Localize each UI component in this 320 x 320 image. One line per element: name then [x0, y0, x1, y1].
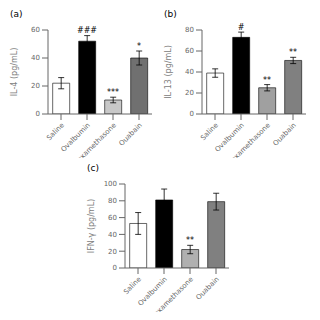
svg-text:**: **	[263, 76, 271, 85]
svg-text:**: **	[289, 48, 297, 57]
svg-text:**: **	[186, 236, 194, 245]
svg-text:IL-13 (pg/mL): IL-13 (pg/mL)	[164, 45, 173, 99]
svg-text:Ouabain: Ouabain	[195, 275, 221, 301]
svg-text:#: #	[238, 23, 245, 32]
svg-text:Ovalbumin: Ovalbumin	[136, 275, 169, 308]
svg-text:60: 60	[185, 47, 194, 55]
svg-text:Dexamethasone: Dexamethasone	[149, 275, 195, 312]
svg-text:20: 20	[31, 82, 40, 90]
svg-text:40: 40	[108, 231, 117, 239]
svg-text:*: *	[137, 42, 141, 51]
svg-text:Ouabain: Ouabain	[118, 121, 144, 147]
html-text:(c): (c)	[87, 163, 99, 173]
svg-text:Ovalbumin: Ovalbumin	[213, 121, 246, 154]
svg-text:20: 20	[108, 248, 117, 256]
svg-text:100: 100	[104, 180, 117, 188]
svg-text:40: 40	[31, 54, 40, 62]
svg-text:80: 80	[185, 26, 194, 34]
svg-text:0: 0	[190, 110, 194, 118]
svg-text:IL-4 (pg/mL): IL-4 (pg/mL)	[10, 48, 19, 97]
svg-text:###: ###	[77, 26, 97, 35]
svg-text:80: 80	[108, 197, 117, 205]
html-text:(a): (a)	[10, 9, 23, 19]
svg-text:***: ***	[107, 88, 119, 97]
html-text:(b): (b)	[164, 9, 177, 19]
svg-text:IFN-γ (pg/mL): IFN-γ (pg/mL)	[87, 199, 96, 253]
svg-text:60: 60	[31, 26, 40, 34]
svg-text:60: 60	[108, 214, 117, 222]
svg-text:Saline: Saline	[199, 121, 220, 142]
svg-text:Dexamethasone: Dexamethasone	[226, 121, 272, 158]
svg-text:Saline: Saline	[122, 275, 143, 296]
svg-text:Ovalbumin: Ovalbumin	[59, 121, 92, 154]
svg-text:Saline: Saline	[45, 121, 66, 142]
svg-text:Dexamethasone: Dexamethasone	[72, 121, 118, 158]
svg-text:Ouabain: Ouabain	[272, 121, 298, 147]
svg-text:0: 0	[36, 110, 40, 118]
svg-text:40: 40	[185, 68, 194, 76]
svg-text:0: 0	[113, 264, 117, 272]
svg-text:20: 20	[185, 89, 194, 97]
